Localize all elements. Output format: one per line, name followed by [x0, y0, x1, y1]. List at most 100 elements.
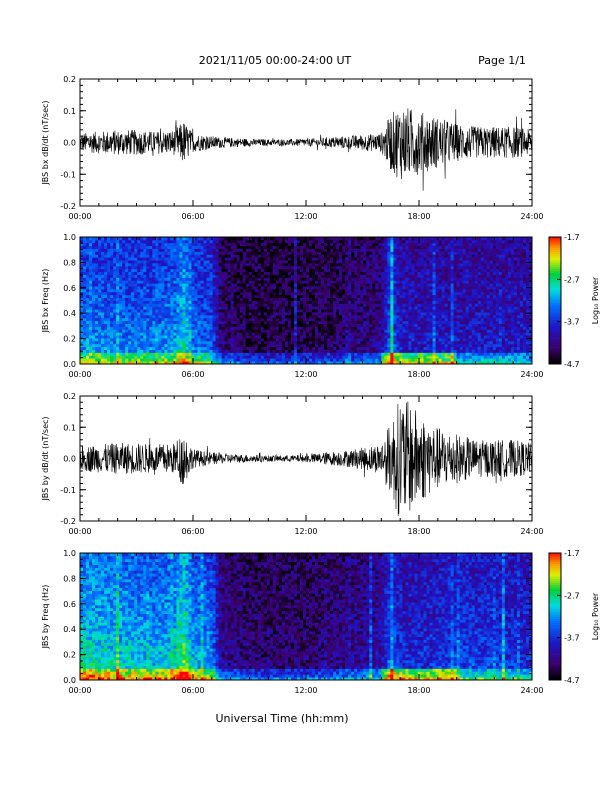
spectrogram-cell — [170, 249, 173, 252]
spectrogram-cell — [131, 355, 134, 358]
spectrogram-cell — [261, 315, 264, 318]
spectrogram-cell — [86, 292, 89, 295]
spectrogram-cell — [333, 347, 336, 350]
spectrogram-cell — [219, 249, 222, 252]
spectrogram-cell — [354, 309, 357, 312]
spectrogram-cell — [243, 263, 246, 266]
spectrogram-cell — [297, 358, 300, 361]
spectrogram-cell — [92, 312, 95, 315]
spectrogram-cell — [306, 312, 309, 315]
spectrogram-cell — [219, 240, 222, 243]
spectrogram-cell — [261, 303, 264, 306]
spectrogram-cell — [312, 332, 315, 335]
spectrogram-cell — [270, 347, 273, 350]
spectrogram-cell — [128, 280, 131, 283]
spectrogram-cell — [228, 329, 231, 332]
spectrogram-cell — [128, 240, 131, 243]
spectrogram-cell — [339, 329, 342, 332]
spectrogram-cell — [252, 358, 255, 361]
spectrogram-cell — [155, 338, 158, 341]
spectrogram-cell — [89, 341, 92, 344]
spectrogram-cell — [297, 269, 300, 272]
spectrogram-cell — [264, 332, 267, 335]
spectrogram-cell — [228, 324, 231, 327]
spectrogram-cell — [399, 269, 402, 272]
spectrogram-cell — [158, 286, 161, 289]
spectrogram-cell — [98, 355, 101, 358]
spectrogram-cell — [113, 295, 116, 298]
spectrogram-cell — [261, 309, 264, 312]
spectrogram-cell — [101, 312, 104, 315]
spectrogram-cell — [134, 251, 137, 254]
spectrogram-cell — [149, 352, 152, 355]
spectrogram-cell — [297, 260, 300, 263]
spectrogram-cell — [237, 335, 240, 338]
spectrogram-cell — [125, 272, 128, 275]
spectrogram-cell — [198, 266, 201, 269]
spectrogram-cell — [86, 352, 89, 355]
spectrogram-cell — [318, 347, 321, 350]
spectrogram-cell — [113, 315, 116, 318]
spectrogram-cell — [188, 263, 191, 266]
spectrogram-cell — [140, 335, 143, 338]
spectrogram-cell — [285, 341, 288, 344]
spectrogram-cell — [86, 246, 89, 249]
spectrogram-cell — [110, 301, 113, 304]
spectrogram-cell — [366, 352, 369, 355]
spectrogram-cell — [384, 275, 387, 278]
spectrogram-cell — [143, 306, 146, 309]
spectrogram-cell — [408, 312, 411, 315]
spectrogram-cell — [252, 280, 255, 283]
spectrogram-cell — [128, 318, 131, 321]
spectrogram-cell — [390, 254, 393, 257]
spectrogram-cell — [134, 275, 137, 278]
spectrogram-cell — [330, 266, 333, 269]
spectrogram-cell — [161, 352, 164, 355]
spectrogram-cell — [182, 347, 185, 350]
spectrogram-cell — [291, 341, 294, 344]
spectrogram-cell — [222, 350, 225, 353]
spectrogram-cell — [309, 321, 312, 324]
spectrogram-cell — [155, 249, 158, 252]
spectrogram-cell — [243, 277, 246, 280]
spectrogram-cell — [324, 338, 327, 341]
spectrogram-cell — [195, 263, 198, 266]
spectrogram-cell — [324, 260, 327, 263]
spectrogram-cell — [182, 350, 185, 353]
spectrogram-cell — [210, 324, 213, 327]
spectrogram-cell — [402, 240, 405, 243]
spectrogram-cell — [396, 272, 399, 275]
spectrogram-cell — [321, 358, 324, 361]
spectrogram-cell — [300, 275, 303, 278]
spectrogram-cell — [95, 306, 98, 309]
spectrogram-cell — [92, 269, 95, 272]
spectrogram-cell — [243, 246, 246, 249]
spectrogram-cell — [375, 283, 378, 286]
spectrogram-cell — [152, 266, 155, 269]
spectrogram-cell — [170, 332, 173, 335]
spectrogram-cell — [146, 329, 149, 332]
spectrogram-cell — [342, 324, 345, 327]
spectrogram-cell — [288, 295, 291, 298]
spectrogram-cell — [125, 350, 128, 353]
spectrogram-cell — [321, 286, 324, 289]
spectrogram-cell — [315, 301, 318, 304]
spectrogram-cell — [83, 321, 86, 324]
spectrogram-cell — [86, 315, 89, 318]
spectrogram-cell — [128, 249, 131, 252]
spectrogram-cell — [83, 269, 86, 272]
spectrogram-cell — [152, 301, 155, 304]
spectrogram-cell — [134, 295, 137, 298]
spectrogram-cell — [86, 295, 89, 298]
spectrogram-cell — [375, 329, 378, 332]
spectrogram-cell — [390, 286, 393, 289]
spectrogram-cell — [279, 257, 282, 260]
spectrogram-cell — [161, 312, 164, 315]
spectrogram-cell — [137, 344, 140, 347]
spectrogram-cell — [170, 312, 173, 315]
spectrogram-cell — [219, 355, 222, 358]
spectrogram-cell — [345, 260, 348, 263]
spectrogram-cell — [86, 344, 89, 347]
spectrogram-cell — [137, 246, 140, 249]
